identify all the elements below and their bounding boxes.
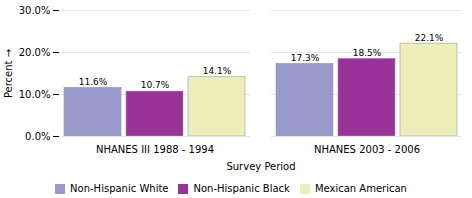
svg-text:30.0%: 30.0% bbox=[19, 5, 51, 16]
html-text:Non-Hispanic White: Non-Hispanic White bbox=[70, 183, 169, 194]
svg-text:18.5%: 18.5% bbox=[353, 48, 382, 58]
svg-text:NHANES 2003 - 2006: NHANES 2003 - 2006 bbox=[314, 144, 420, 155]
svg-text:Survey Period: Survey Period bbox=[226, 161, 295, 172]
svg-text:10.7%: 10.7% bbox=[141, 80, 170, 90]
svg-text:10.0%: 10.0% bbox=[19, 89, 51, 100]
html-text:Mexican American: Mexican American bbox=[314, 183, 407, 194]
svg-text:NHANES III 1988 - 1994: NHANES III 1988 - 1994 bbox=[96, 144, 214, 155]
svg-text:0.0%: 0.0% bbox=[25, 131, 50, 142]
svg-text:Percent →: Percent → bbox=[3, 49, 14, 98]
svg-text:22.1%: 22.1% bbox=[415, 33, 444, 43]
svg-text:11.6%: 11.6% bbox=[79, 77, 108, 87]
svg-text:20.0%: 20.0% bbox=[19, 47, 51, 58]
html-text:Non-Hispanic Black: Non-Hispanic Black bbox=[193, 183, 290, 194]
svg-text:17.3%: 17.3% bbox=[291, 53, 320, 63]
svg-text:14.1%: 14.1% bbox=[203, 66, 232, 76]
